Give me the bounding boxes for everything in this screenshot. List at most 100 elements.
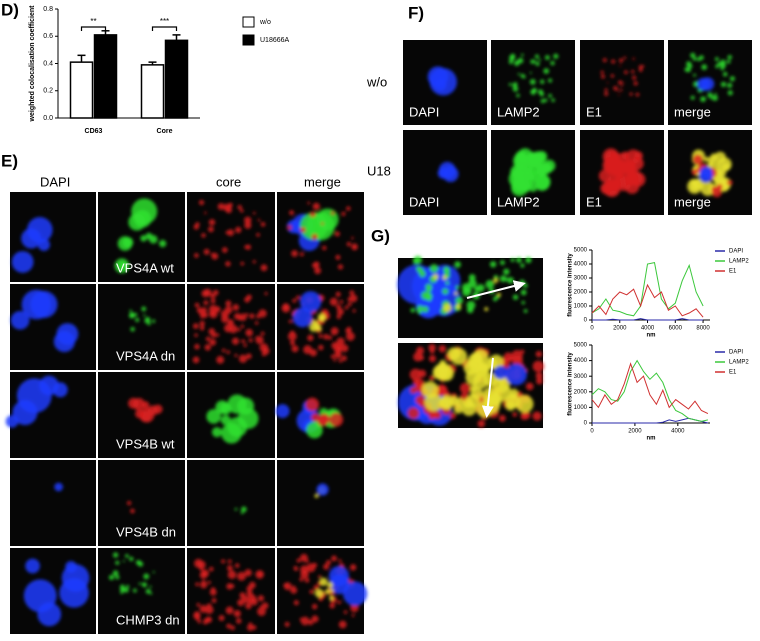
signal-blob: [334, 231, 340, 237]
signal-blob: [311, 412, 320, 422]
signal-blob: [329, 595, 334, 601]
y-tick-label: 4000: [574, 262, 588, 268]
signal-blob: [323, 563, 330, 570]
signal-blob: [246, 353, 252, 360]
image-label: VPS4B wt: [116, 436, 175, 451]
image-label: merge: [674, 194, 711, 209]
signal-blob: [720, 81, 727, 87]
signal-blob: [206, 409, 221, 424]
signal-blob: [113, 552, 119, 558]
signal-blob: [548, 78, 553, 83]
micrograph: [580, 40, 664, 125]
signal-blob: [693, 57, 697, 61]
signal-blob: [333, 358, 337, 362]
signal-blob: [535, 174, 551, 190]
signal-blob: [346, 241, 352, 247]
signal-blob: [485, 279, 495, 289]
image-label: DAPI: [409, 194, 439, 209]
signal-blob: [225, 300, 232, 307]
signal-blob: [237, 599, 245, 607]
signal-blob: [307, 201, 311, 205]
legend-label: LAMP2: [729, 360, 749, 366]
signal-blob: [240, 324, 245, 329]
signal-blob: [122, 560, 125, 563]
signal-blob: [208, 219, 216, 226]
signal-blob: [638, 68, 643, 72]
signal-blob: [535, 350, 543, 358]
signal-blob: [344, 305, 349, 310]
signal-blob: [145, 588, 151, 594]
signal-blob: [192, 323, 199, 329]
signal-blob: [492, 375, 510, 393]
signal-blob: [342, 581, 368, 606]
signal-blob: [600, 182, 612, 195]
signal-blob: [509, 393, 517, 401]
signal-blob: [327, 582, 333, 588]
column-header: core: [216, 174, 241, 189]
signal-blob: [503, 352, 514, 362]
signal: [598, 148, 646, 198]
signal-blob: [340, 344, 349, 353]
micrograph: [98, 460, 185, 546]
signal-blob: [721, 162, 730, 172]
signal-blob: [252, 260, 256, 264]
signal-blob: [631, 69, 635, 74]
series-line: [591, 362, 709, 415]
micrograph: [187, 372, 275, 458]
signal-blob: [201, 569, 209, 578]
signal-blob: [227, 570, 237, 580]
signal-blob: [493, 365, 508, 380]
signal-blob: [693, 73, 697, 77]
signal-blob: [316, 325, 322, 332]
signal-blob: [416, 309, 422, 314]
signal-blob: [227, 229, 235, 236]
signal-blob: [729, 76, 735, 82]
signal-blob: [443, 266, 449, 272]
signal-blob: [438, 161, 456, 179]
legend-label: w/o: [259, 19, 271, 26]
signal-blob: [226, 565, 233, 571]
signal: [114, 198, 167, 274]
signal-blob: [231, 337, 240, 345]
signal-blob: [338, 559, 342, 563]
signal-blob: [325, 588, 331, 595]
signal-blob: [454, 291, 458, 296]
signal-blob: [523, 309, 528, 313]
signal-blob: [309, 211, 316, 218]
signal: [283, 553, 368, 629]
signal-blob: [538, 58, 541, 62]
signal-blob: [149, 592, 153, 595]
bar: [164, 39, 189, 119]
signal-blob: [112, 570, 119, 576]
signal-blob: [619, 88, 623, 92]
signal-blob: [512, 174, 523, 186]
signal-blob: [520, 289, 527, 296]
micrograph: [98, 192, 185, 282]
signal-blob: [323, 310, 328, 315]
signal-blob: [126, 500, 132, 506]
signal-blob: [246, 294, 252, 300]
signal-blob: [299, 553, 308, 562]
signal-blob: [245, 328, 254, 337]
image-label: LAMP2: [497, 194, 540, 209]
signal: [286, 201, 358, 275]
signal-blob: [299, 227, 303, 231]
signal-blob: [347, 302, 352, 307]
signal-blob: [628, 165, 638, 175]
signal-blob: [454, 261, 461, 268]
signal-blob: [56, 323, 79, 345]
signal-blob: [515, 395, 534, 413]
signal-blob: [535, 372, 543, 380]
signal-blob: [346, 332, 355, 341]
signal-blob: [335, 254, 341, 260]
signal-blob: [237, 204, 242, 210]
micrograph: [10, 460, 96, 546]
signal-blob: [341, 211, 346, 216]
signal-blob: [455, 285, 460, 290]
signal-blob: [215, 400, 230, 415]
y-tick-label: 0: [584, 318, 588, 324]
series-line: [592, 318, 704, 321]
signal-blob: [221, 422, 242, 444]
signal-blob: [323, 333, 329, 340]
signal-blob: [248, 581, 256, 589]
